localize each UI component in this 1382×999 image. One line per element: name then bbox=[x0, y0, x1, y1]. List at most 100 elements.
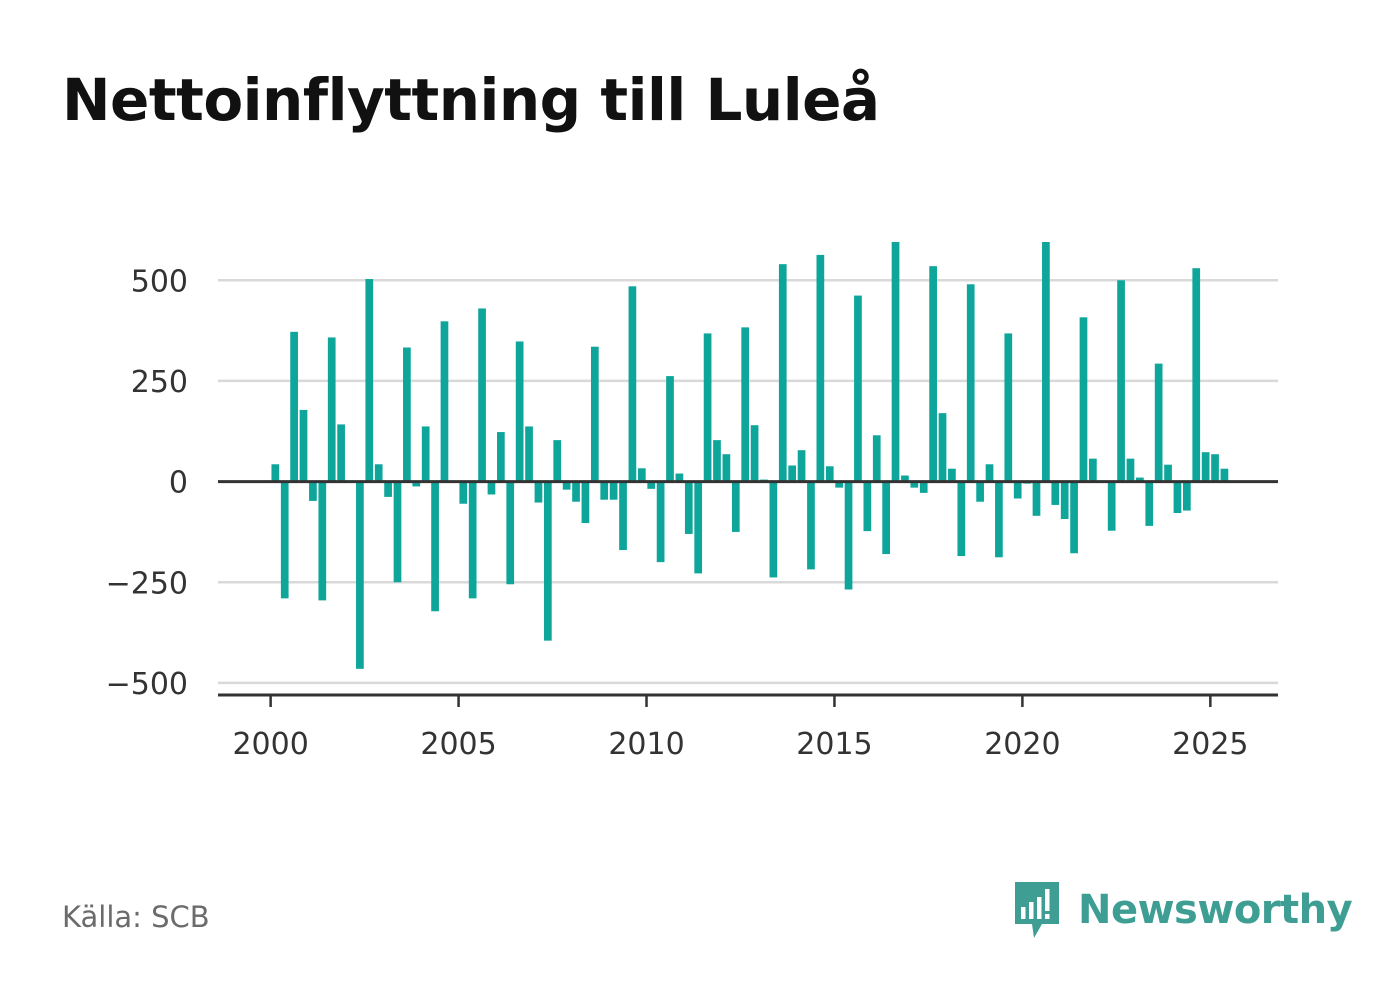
bar bbox=[731, 481, 740, 532]
bar bbox=[421, 426, 430, 482]
bar bbox=[995, 481, 1003, 558]
bar bbox=[525, 426, 533, 482]
bar bbox=[976, 481, 984, 502]
bar bbox=[891, 242, 900, 482]
bar bbox=[459, 481, 468, 504]
bar bbox=[619, 481, 627, 551]
bar bbox=[1004, 333, 1013, 482]
bar bbox=[948, 468, 956, 482]
bar bbox=[1145, 481, 1154, 526]
bar bbox=[1192, 268, 1201, 482]
x-tick-label: 2015 bbox=[796, 727, 872, 762]
bar bbox=[957, 481, 966, 557]
bar bbox=[1042, 242, 1050, 482]
chart-title: Nettoinflyttning till Luleå bbox=[62, 66, 880, 134]
bar bbox=[910, 481, 919, 488]
bar bbox=[534, 481, 543, 503]
bar bbox=[1220, 468, 1229, 482]
bar bbox=[854, 295, 862, 482]
bar bbox=[1013, 481, 1022, 499]
bar bbox=[356, 481, 364, 669]
bar bbox=[666, 376, 674, 482]
y-tick-label: −500 bbox=[106, 667, 188, 702]
bar bbox=[1201, 452, 1210, 482]
bar bbox=[713, 440, 721, 482]
bar bbox=[769, 481, 778, 578]
brand-name: Newsworthy bbox=[1078, 887, 1353, 933]
bar bbox=[506, 481, 515, 585]
bar bbox=[393, 481, 402, 583]
bar bbox=[365, 279, 374, 482]
bar bbox=[1182, 481, 1191, 511]
bar bbox=[778, 264, 787, 482]
bar bbox=[675, 473, 684, 482]
x-tick-label: 2025 bbox=[1172, 727, 1248, 762]
bar bbox=[1060, 481, 1069, 520]
bar bbox=[609, 481, 618, 500]
bar bbox=[863, 481, 872, 532]
bar bbox=[318, 481, 327, 601]
bar bbox=[872, 435, 881, 482]
bar bbox=[741, 327, 750, 482]
bar bbox=[1079, 317, 1088, 482]
bar bbox=[403, 347, 411, 482]
bar bbox=[384, 481, 392, 497]
bar bbox=[966, 284, 975, 482]
y-tick-label: 250 bbox=[131, 365, 188, 400]
bar bbox=[487, 481, 496, 495]
bar bbox=[543, 481, 552, 641]
bar bbox=[703, 333, 712, 482]
bars bbox=[271, 242, 1229, 669]
bar bbox=[562, 481, 571, 490]
bar bbox=[844, 481, 853, 590]
bar bbox=[1032, 481, 1041, 516]
bar bbox=[1211, 454, 1219, 482]
bar bbox=[882, 481, 890, 555]
bar bbox=[412, 481, 421, 487]
bar bbox=[581, 481, 590, 524]
bar bbox=[515, 341, 524, 482]
x-axis-ticks: 2000 2005 2010 2015 2020 2025 bbox=[232, 695, 1249, 762]
bar bbox=[337, 424, 345, 482]
y-axis-ticks: 500 250 0 −250 −500 bbox=[106, 264, 188, 702]
bar bbox=[1164, 464, 1172, 482]
bar bbox=[553, 440, 562, 482]
brand-logo[interactable]: Newsworthy bbox=[1012, 880, 1353, 940]
bar bbox=[1107, 481, 1116, 531]
bar bbox=[647, 481, 656, 489]
bar bbox=[985, 464, 994, 482]
newsworthy-logo-icon bbox=[1015, 882, 1059, 938]
bar bbox=[788, 465, 797, 482]
bar bbox=[825, 466, 834, 482]
bar bbox=[440, 321, 449, 482]
bar bbox=[309, 481, 317, 501]
bar bbox=[327, 337, 336, 482]
bar bbox=[1051, 481, 1060, 505]
x-tick-label: 2000 bbox=[232, 727, 308, 762]
bar bbox=[835, 481, 844, 488]
bar bbox=[694, 481, 703, 574]
bar bbox=[374, 464, 383, 482]
bar bbox=[590, 346, 599, 482]
bar bbox=[1117, 280, 1125, 482]
bar bbox=[656, 481, 665, 563]
bar bbox=[280, 481, 289, 599]
x-tick-label: 2020 bbox=[984, 727, 1060, 762]
bar bbox=[722, 454, 731, 482]
y-tick-label: −250 bbox=[106, 566, 188, 601]
bar bbox=[797, 450, 806, 482]
bar bbox=[431, 481, 439, 612]
x-tick-label: 2005 bbox=[420, 727, 496, 762]
y-tick-label: 0 bbox=[169, 466, 188, 501]
bar bbox=[572, 481, 580, 502]
bar bbox=[807, 481, 815, 570]
bar bbox=[750, 425, 759, 482]
bar bbox=[628, 286, 637, 482]
bar bbox=[1173, 481, 1182, 513]
y-tick-label: 500 bbox=[131, 264, 188, 299]
bar bbox=[1154, 363, 1163, 482]
bar bbox=[468, 481, 477, 599]
bar bbox=[929, 266, 937, 482]
bar bbox=[1089, 458, 1097, 482]
